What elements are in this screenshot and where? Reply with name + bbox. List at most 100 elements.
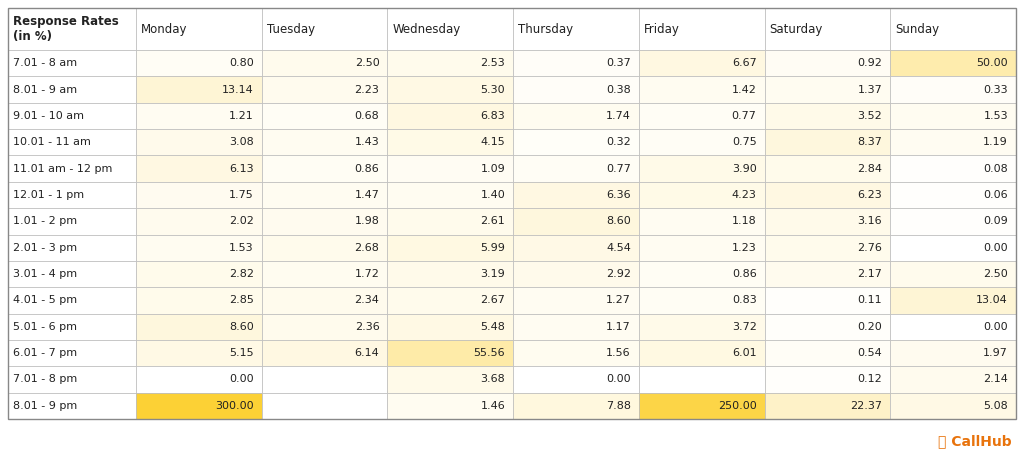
Text: 0.06: 0.06 xyxy=(983,190,1008,200)
Text: 9.01 - 10 am: 9.01 - 10 am xyxy=(13,111,84,121)
Text: 0.86: 0.86 xyxy=(354,164,380,174)
Text: 0.92: 0.92 xyxy=(857,58,883,68)
Text: Friday: Friday xyxy=(644,22,680,36)
Text: 2.84: 2.84 xyxy=(857,164,883,174)
Text: 6.36: 6.36 xyxy=(606,190,631,200)
Text: 2.85: 2.85 xyxy=(228,295,254,305)
Bar xyxy=(639,182,765,208)
Bar xyxy=(765,50,890,76)
Bar xyxy=(765,8,890,50)
Bar xyxy=(639,287,765,314)
Text: 8.60: 8.60 xyxy=(606,216,631,226)
Bar xyxy=(387,314,513,340)
Text: 1.21: 1.21 xyxy=(229,111,254,121)
Text: 2.92: 2.92 xyxy=(606,269,631,279)
Text: Wednesday: Wednesday xyxy=(392,22,461,36)
Bar xyxy=(8,261,136,287)
Bar xyxy=(136,261,262,287)
Text: Saturday: Saturday xyxy=(770,22,823,36)
Text: 2.34: 2.34 xyxy=(354,295,380,305)
Bar xyxy=(765,314,890,340)
Text: Tuesday: Tuesday xyxy=(266,22,314,36)
Bar xyxy=(639,393,765,419)
Text: 2.02: 2.02 xyxy=(228,216,254,226)
Text: 50.00: 50.00 xyxy=(976,58,1008,68)
Bar xyxy=(890,234,1016,261)
Bar xyxy=(262,234,387,261)
Bar xyxy=(136,367,262,393)
Bar xyxy=(387,103,513,129)
Text: 6.01 - 7 pm: 6.01 - 7 pm xyxy=(13,348,77,358)
Text: 2.23: 2.23 xyxy=(354,85,380,95)
Bar xyxy=(890,287,1016,314)
Text: 0.38: 0.38 xyxy=(606,85,631,95)
Bar xyxy=(387,340,513,367)
Text: Thursday: Thursday xyxy=(518,22,573,36)
Text: 1.19: 1.19 xyxy=(983,137,1008,147)
Text: 6.67: 6.67 xyxy=(732,58,757,68)
Text: 0.77: 0.77 xyxy=(606,164,631,174)
Bar xyxy=(136,103,262,129)
Text: 1.42: 1.42 xyxy=(732,85,757,95)
Text: 0.00: 0.00 xyxy=(229,374,254,384)
Bar xyxy=(8,155,136,182)
Bar xyxy=(890,393,1016,419)
Text: 1.09: 1.09 xyxy=(480,164,505,174)
Bar xyxy=(387,155,513,182)
Text: 12.01 - 1 pm: 12.01 - 1 pm xyxy=(13,190,84,200)
Text: 8.37: 8.37 xyxy=(857,137,883,147)
Bar xyxy=(387,182,513,208)
Bar xyxy=(639,340,765,367)
Bar xyxy=(639,234,765,261)
Text: 0.12: 0.12 xyxy=(857,374,883,384)
Bar xyxy=(8,234,136,261)
Bar xyxy=(387,367,513,393)
Bar xyxy=(765,103,890,129)
Text: 2.17: 2.17 xyxy=(857,269,883,279)
Bar xyxy=(890,367,1016,393)
Text: 3.52: 3.52 xyxy=(857,111,883,121)
Bar xyxy=(136,393,262,419)
Text: Response Rates
(in %): Response Rates (in %) xyxy=(13,15,119,43)
Text: 3.01 - 4 pm: 3.01 - 4 pm xyxy=(13,269,77,279)
Text: 55.56: 55.56 xyxy=(473,348,505,358)
Text: 2.82: 2.82 xyxy=(228,269,254,279)
Text: 0.00: 0.00 xyxy=(983,322,1008,332)
Text: 1.47: 1.47 xyxy=(354,190,380,200)
Text: 0.75: 0.75 xyxy=(732,137,757,147)
Bar xyxy=(513,261,639,287)
Bar xyxy=(262,261,387,287)
Bar xyxy=(8,367,136,393)
Bar xyxy=(513,50,639,76)
Text: 8.01 - 9 pm: 8.01 - 9 pm xyxy=(13,401,77,411)
Bar xyxy=(387,50,513,76)
Bar xyxy=(8,129,136,155)
Bar xyxy=(890,314,1016,340)
Text: 4.23: 4.23 xyxy=(732,190,757,200)
Bar xyxy=(262,129,387,155)
Bar xyxy=(639,50,765,76)
Bar xyxy=(136,155,262,182)
Text: 2.61: 2.61 xyxy=(480,216,505,226)
Bar xyxy=(513,8,639,50)
Bar xyxy=(8,208,136,234)
Text: 1.46: 1.46 xyxy=(480,401,505,411)
Bar xyxy=(765,261,890,287)
Bar xyxy=(890,340,1016,367)
Text: 8.60: 8.60 xyxy=(229,322,254,332)
Bar xyxy=(513,234,639,261)
Bar xyxy=(136,50,262,76)
Bar xyxy=(765,182,890,208)
Text: 5.15: 5.15 xyxy=(229,348,254,358)
Text: 3.08: 3.08 xyxy=(229,137,254,147)
Text: 6.83: 6.83 xyxy=(480,111,505,121)
Bar xyxy=(8,76,136,103)
Text: 1.18: 1.18 xyxy=(732,216,757,226)
Text: 22.37: 22.37 xyxy=(850,401,883,411)
Text: 0.00: 0.00 xyxy=(983,243,1008,253)
Bar xyxy=(890,76,1016,103)
Text: 5.30: 5.30 xyxy=(480,85,505,95)
Bar xyxy=(513,393,639,419)
Text: 300.00: 300.00 xyxy=(215,401,254,411)
Text: 1.43: 1.43 xyxy=(354,137,380,147)
